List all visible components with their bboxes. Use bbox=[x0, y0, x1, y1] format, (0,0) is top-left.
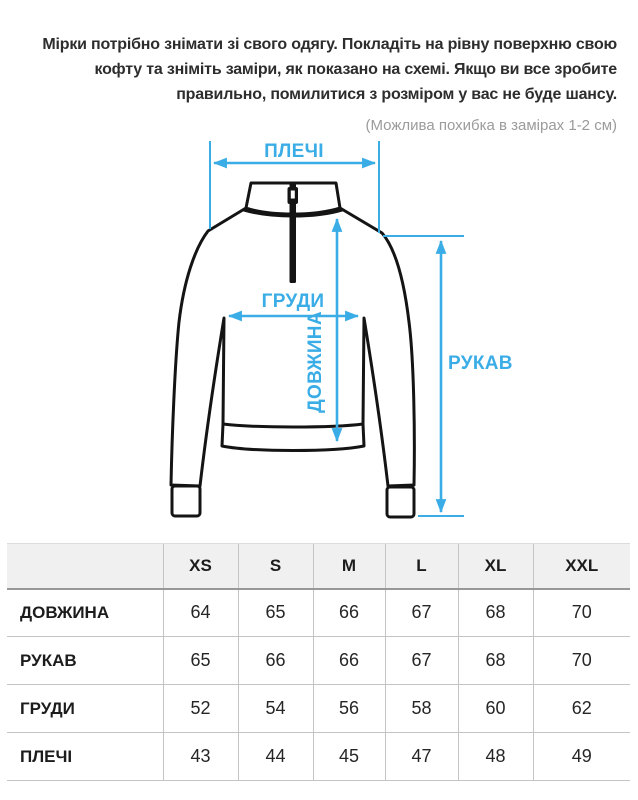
sweater-measurement-diagram: ПЛЕЧІ ГРУДИ ДОВЖИНА РУКАВ bbox=[140, 130, 520, 540]
table-cell: 52 bbox=[162, 684, 238, 733]
table-cell: 47 bbox=[384, 732, 458, 781]
size-table: XS S M L XL XXL ДОВЖИНА 64 65 66 67 68 7… bbox=[7, 543, 630, 781]
table-cell: 65 bbox=[162, 636, 238, 685]
row-label-sleeve: РУКАВ bbox=[7, 636, 163, 685]
table-row-chest: ГРУДИ 52 54 56 58 60 62 bbox=[7, 684, 630, 733]
size-column-header-xl: XL bbox=[457, 543, 533, 590]
length-label: ДОВЖИНА bbox=[305, 311, 326, 413]
hem-seam bbox=[221, 422, 365, 429]
table-cell: 66 bbox=[237, 636, 313, 685]
table-row-sleeve: РУКАВ 65 66 66 67 68 70 bbox=[7, 636, 630, 685]
size-table-header-row: XS S M L XL XXL bbox=[7, 543, 630, 590]
table-cell: 58 bbox=[384, 684, 458, 733]
row-label-chest: ГРУДИ bbox=[7, 684, 163, 733]
table-cell: 49 bbox=[532, 732, 630, 781]
table-cell: 60 bbox=[457, 684, 533, 733]
measurement-instructions-text: Мірки потрібно знімати зі свого одягу. П… bbox=[42, 36, 617, 103]
table-cell: 70 bbox=[532, 588, 630, 637]
size-column-header-xxl: XXL bbox=[532, 543, 630, 590]
left-cuff bbox=[170, 484, 202, 518]
tolerance-note-text: (Можлива похибка в замірах 1-2 см) bbox=[365, 117, 617, 134]
right-cuff bbox=[385, 485, 416, 519]
table-cell: 66 bbox=[312, 588, 385, 637]
table-cell: 64 bbox=[162, 588, 238, 637]
table-cell: 44 bbox=[237, 732, 313, 781]
chest-label: ГРУДИ bbox=[262, 291, 325, 312]
table-cell: 56 bbox=[312, 684, 385, 733]
table-cell: 66 bbox=[312, 636, 385, 685]
size-column-header-s: S bbox=[237, 543, 313, 590]
table-cell: 65 bbox=[237, 588, 313, 637]
size-column-header-m: M bbox=[312, 543, 385, 590]
table-row-length: ДОВЖИНА 64 65 66 67 68 70 bbox=[7, 588, 630, 637]
table-cell: 43 bbox=[162, 732, 238, 781]
size-column-header-xs: XS bbox=[162, 543, 238, 590]
shoulders-label: ПЛЕЧІ bbox=[264, 141, 324, 162]
table-cell: 67 bbox=[384, 588, 458, 637]
row-label-shoulders: ПЛЕЧІ bbox=[7, 732, 163, 781]
zipper-slider-notch bbox=[290, 190, 295, 199]
table-row-shoulders: ПЛЕЧІ 43 44 45 47 48 49 bbox=[7, 732, 630, 781]
table-cell: 67 bbox=[384, 636, 458, 685]
size-table-corner-cell bbox=[7, 543, 163, 590]
table-cell: 45 bbox=[312, 732, 385, 781]
sweater-outline bbox=[169, 206, 416, 488]
table-cell: 48 bbox=[457, 732, 533, 781]
table-cell: 68 bbox=[457, 588, 533, 637]
sleeve-label: РУКАВ bbox=[448, 353, 513, 374]
zipper-icon bbox=[289, 183, 296, 283]
table-cell: 70 bbox=[532, 636, 630, 685]
row-label-length: ДОВЖИНА bbox=[7, 588, 163, 637]
table-cell: 54 bbox=[237, 684, 313, 733]
size-column-header-l: L bbox=[384, 543, 458, 590]
table-cell: 62 bbox=[532, 684, 630, 733]
table-cell: 68 bbox=[457, 636, 533, 685]
sweater-diagram-svg: ПЛЕЧІ ГРУДИ ДОВЖИНА РУКАВ bbox=[169, 141, 513, 519]
